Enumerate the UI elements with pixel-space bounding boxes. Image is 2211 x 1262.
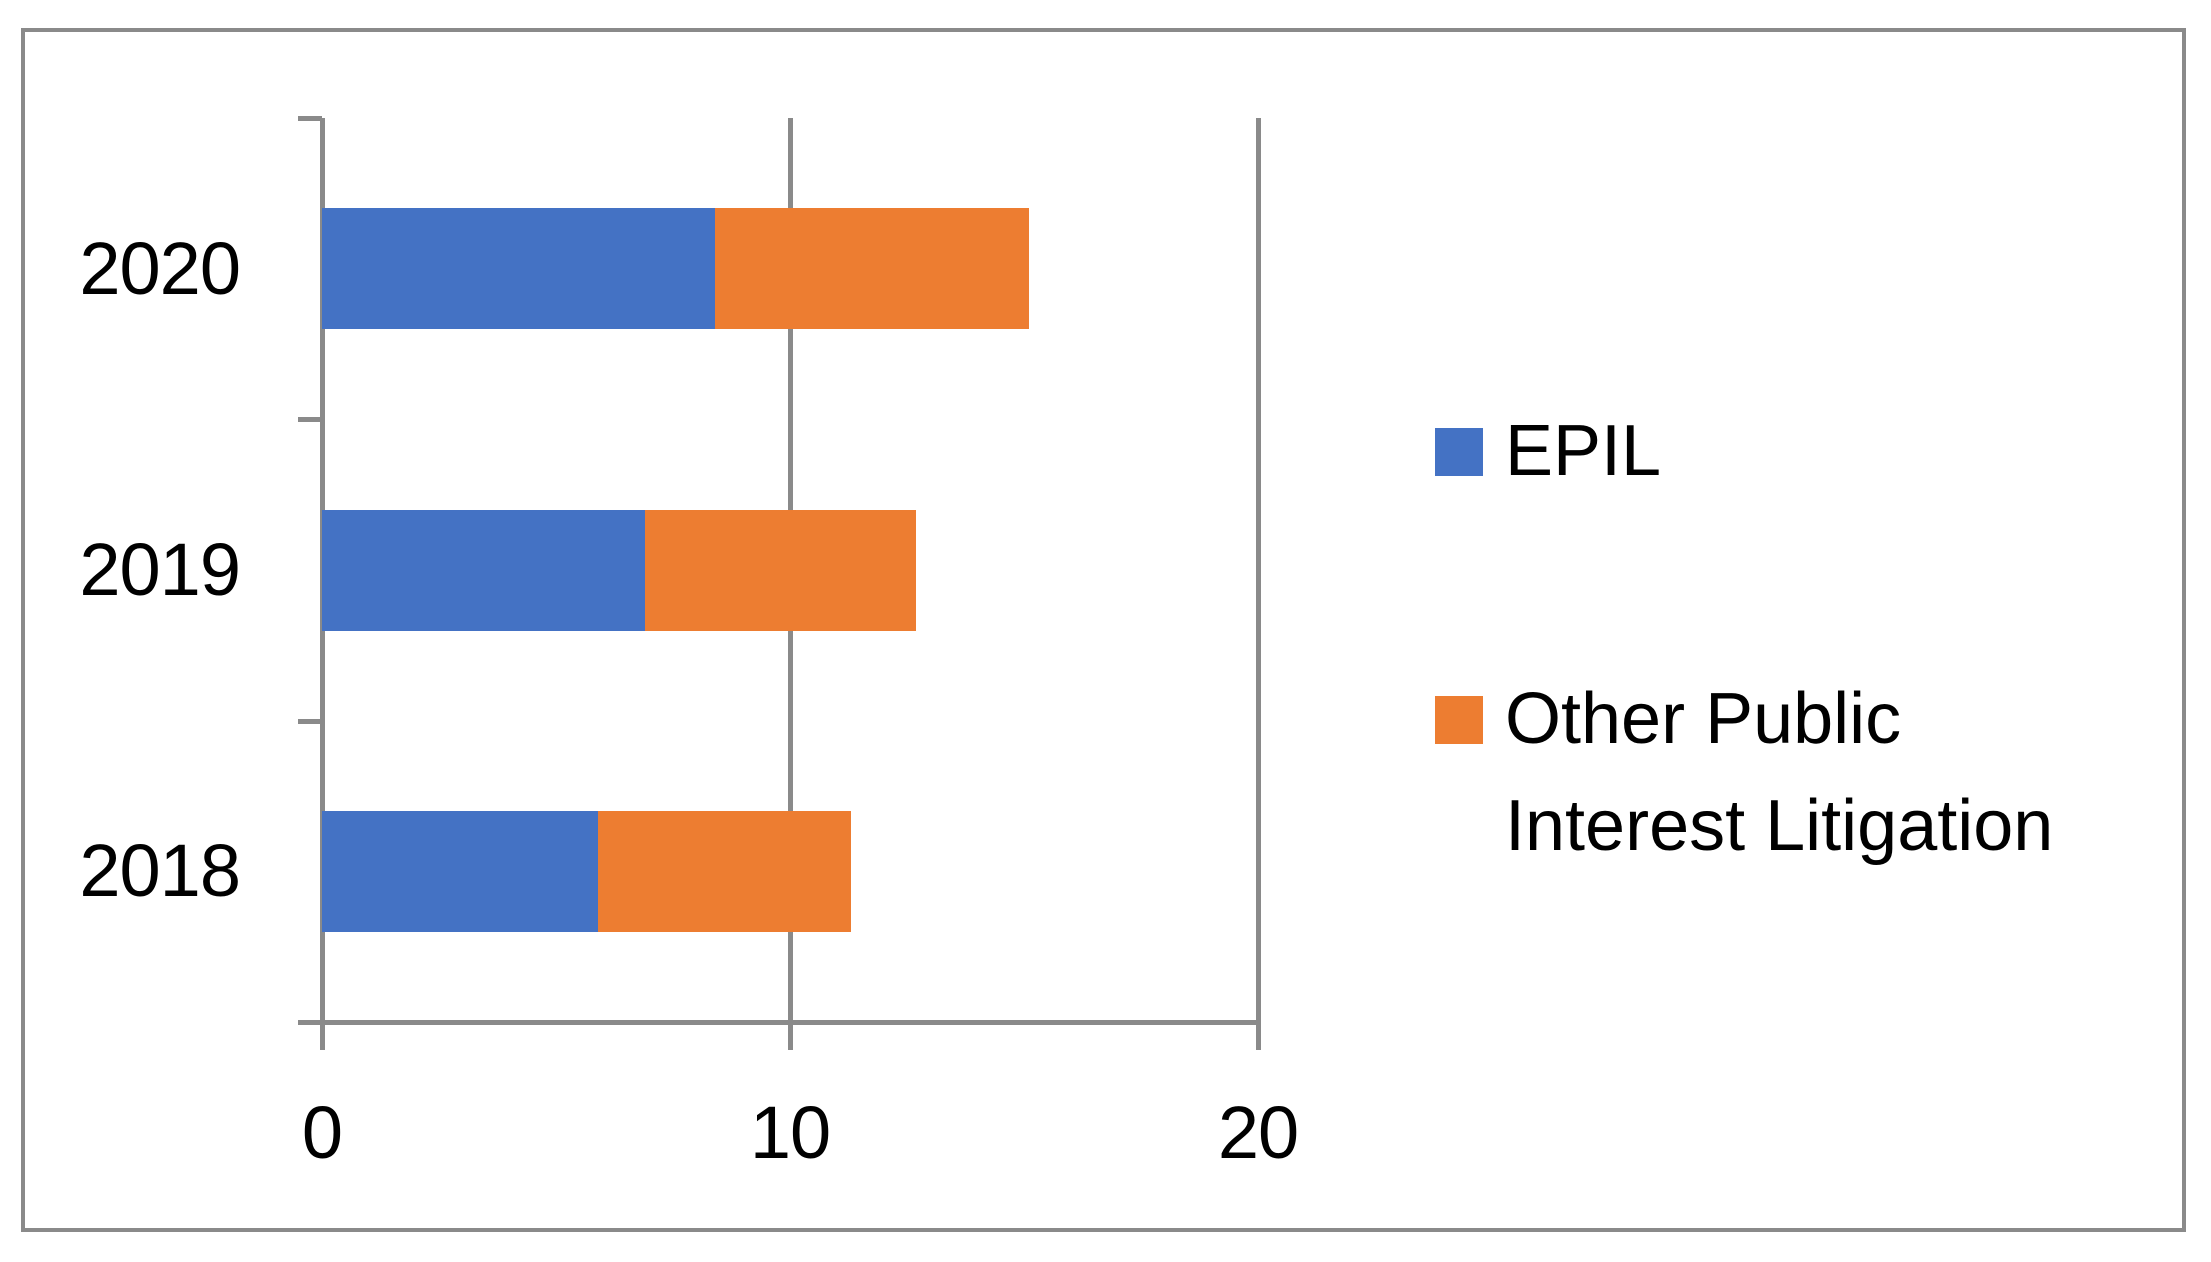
x-axis-tick-10	[788, 1022, 793, 1050]
bar-segment-other-public-interest-litigation-2019	[644, 509, 917, 631]
bar-segment-epil-2020	[322, 208, 716, 330]
bar-segment-other-public-interest-litigation-2018	[598, 810, 851, 932]
y-axis-tick	[298, 718, 322, 724]
x-axis-tick-20	[1256, 1022, 1261, 1050]
y-axis-tick-label: 2018	[79, 829, 241, 913]
x-axis-tick-label: 10	[749, 1091, 831, 1174]
bar-segment-epil-2018	[322, 810, 599, 932]
legend-item-other: Other Public Interest Litigation	[1435, 666, 2145, 880]
x-axis-line	[298, 1020, 1260, 1025]
legend-label-epil: EPIL	[1505, 411, 1662, 491]
y-axis-tick	[298, 116, 322, 121]
y-axis-tick-label: 2019	[79, 528, 241, 611]
legend-item-epil: EPIL	[1435, 398, 2145, 505]
gridline-x-20	[1256, 118, 1261, 1022]
bar-segment-epil-2019	[322, 509, 645, 631]
bar-segment-other-public-interest-litigation-2020	[715, 208, 1029, 330]
x-axis-tick-label: 20	[1217, 1091, 1299, 1174]
x-axis-tick-label: 0	[301, 1091, 343, 1174]
legend-label-other: Other Public Interest Litigation	[1505, 679, 2054, 866]
y-axis-tick	[298, 417, 322, 423]
legend-swatch-epil-icon	[1435, 428, 1483, 476]
legend-swatch-other-icon	[1435, 696, 1483, 744]
x-axis-tick-0	[320, 1022, 325, 1050]
y-axis-tick-label: 2020	[79, 226, 241, 310]
